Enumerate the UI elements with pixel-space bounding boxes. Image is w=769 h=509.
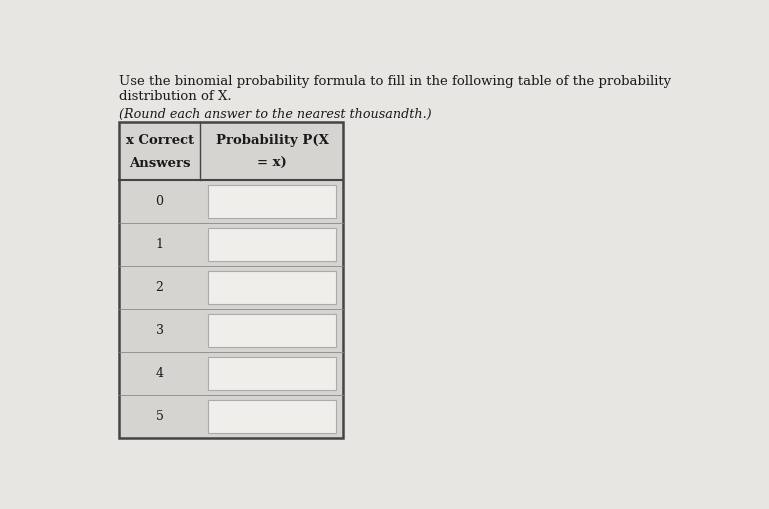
Text: Answers: Answers xyxy=(129,157,191,170)
Text: 5: 5 xyxy=(155,410,164,423)
Bar xyxy=(208,228,336,261)
Text: distribution of X.: distribution of X. xyxy=(118,91,231,103)
Bar xyxy=(208,357,336,390)
Text: 0: 0 xyxy=(155,195,164,208)
Text: x Correct: x Correct xyxy=(125,134,194,147)
Bar xyxy=(118,122,344,438)
Text: Probability P(X: Probability P(X xyxy=(215,134,328,147)
Text: 4: 4 xyxy=(155,367,164,380)
Bar xyxy=(208,314,336,347)
Text: = x): = x) xyxy=(257,157,287,170)
Bar xyxy=(208,271,336,304)
Bar xyxy=(208,185,336,218)
Text: (Round each answer to the nearest thousandth.): (Round each answer to the nearest thousa… xyxy=(118,108,431,121)
Text: 2: 2 xyxy=(155,281,164,294)
Text: Use the binomial probability formula to fill in the following table of the proba: Use the binomial probability formula to … xyxy=(118,75,671,88)
Text: 3: 3 xyxy=(155,324,164,337)
Bar xyxy=(208,400,336,433)
Text: 1: 1 xyxy=(155,238,164,251)
